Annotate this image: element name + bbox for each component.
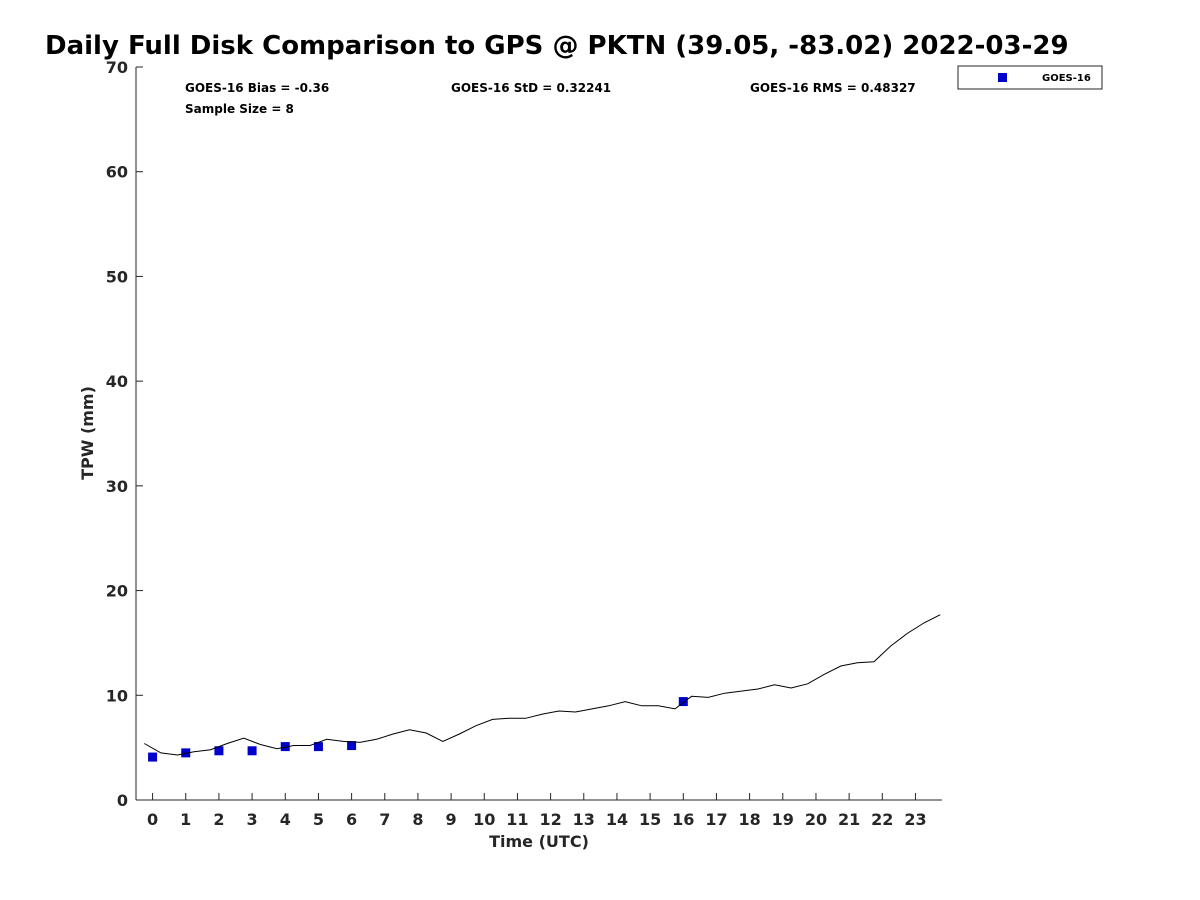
x-tick-label: 11: [506, 810, 528, 829]
x-tick-label: 15: [639, 810, 661, 829]
goes16-point: [347, 741, 357, 751]
bias-stat: GOES-16 Bias = -0.36: [185, 81, 329, 95]
x-tick-label: 16: [672, 810, 694, 829]
x-tick-label: 2: [213, 810, 224, 829]
plot-area: 0 1 2 3 4 5 6 7 8 9 10 11 12 13 14 15 16 17 18 19 20 21 22 2301…: [106, 58, 942, 829]
y-axis-label: TPW (mm): [78, 386, 97, 480]
y-tick-label: 60: [106, 163, 128, 182]
std-stat: GOES-16 StD = 0.32241: [451, 81, 611, 95]
x-tick-label: 5: [313, 810, 324, 829]
y-tick-label: 30: [106, 477, 128, 496]
y-tick-label: 70: [106, 58, 128, 77]
legend: GOES-16: [957, 65, 1103, 90]
x-tick-label: 6: [346, 810, 357, 829]
x-tick-label: 13: [573, 810, 595, 829]
goes16-point: [214, 746, 224, 756]
y-tick-label: 40: [106, 372, 128, 391]
goes16-point: [280, 742, 290, 752]
x-tick-label: 14: [606, 810, 628, 829]
x-tick-label: 0: [147, 810, 158, 829]
goes16-point: [181, 748, 191, 758]
goes16-point: [148, 752, 158, 762]
goes16-point: [678, 697, 688, 707]
y-tick-label: 20: [106, 582, 128, 601]
x-tick-label: 20: [805, 810, 827, 829]
y-tick-label: 0: [117, 791, 128, 810]
x-tick-label: 1: [180, 810, 191, 829]
x-tick-label: 8: [412, 810, 423, 829]
y-tick-label: 10: [106, 686, 128, 705]
x-axis-label: Time (UTC): [489, 832, 589, 851]
x-tick-label: 12: [539, 810, 561, 829]
x-tick-label: 10: [473, 810, 495, 829]
goes16-point: [313, 742, 323, 752]
x-tick-label: 4: [280, 810, 291, 829]
chart-title: Daily Full Disk Comparison to GPS @ PKTN…: [45, 31, 1069, 61]
x-tick-label: 23: [904, 810, 926, 829]
legend-label: GOES-16: [1042, 73, 1091, 84]
sample-size-stat: Sample Size = 8: [185, 102, 294, 116]
x-tick-label: 9: [446, 810, 457, 829]
x-tick-label: 7: [379, 810, 390, 829]
y-tick-label: 50: [106, 267, 128, 286]
rms-stat: GOES-16 RMS = 0.48327: [750, 81, 916, 95]
x-tick-label: 17: [705, 810, 727, 829]
legend-marker: [998, 73, 1007, 82]
x-tick-label: 19: [772, 810, 794, 829]
x-tick-label: 3: [247, 810, 258, 829]
x-tick-label: 18: [738, 810, 760, 829]
x-tick-label: 22: [871, 810, 893, 829]
gps-tpw-line: [144, 614, 941, 756]
legend-box: [957, 65, 1103, 90]
x-tick-label: 21: [838, 810, 860, 829]
goes16-point: [247, 746, 257, 756]
